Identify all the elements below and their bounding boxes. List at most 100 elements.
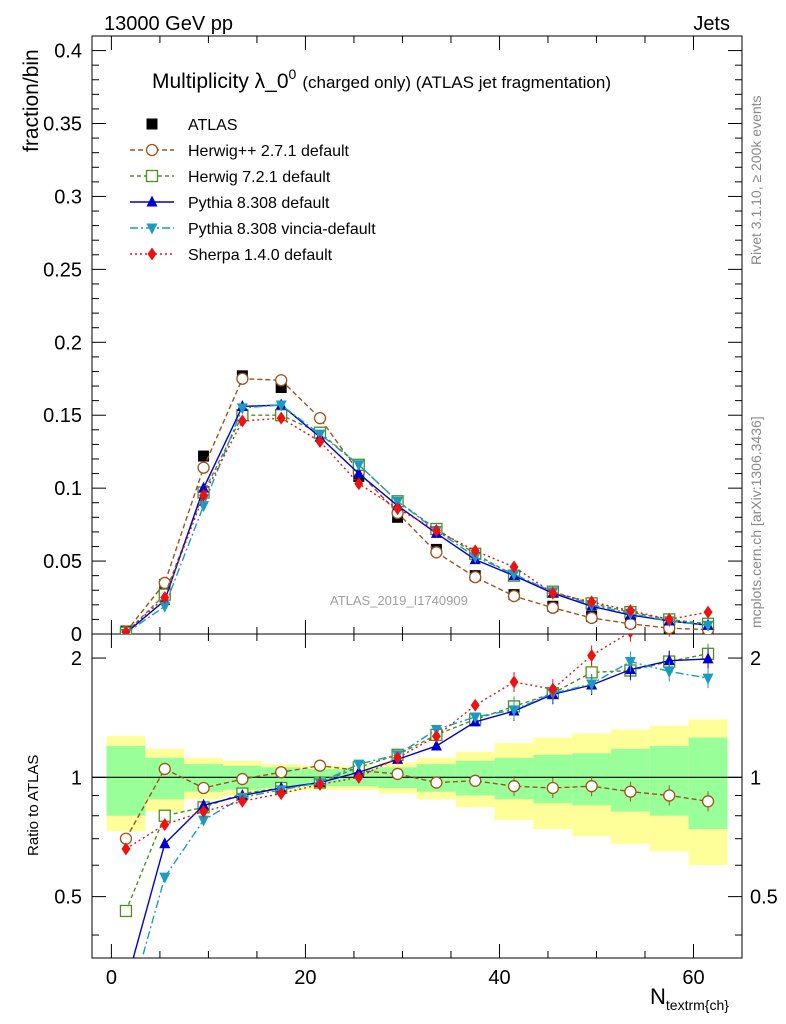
- legend-label: ATLAS: [188, 117, 238, 134]
- ratio-point: [663, 666, 675, 678]
- data-point: [236, 372, 249, 385]
- data-point: [276, 411, 286, 425]
- ratio-point: [624, 785, 637, 798]
- data-point: [664, 612, 674, 626]
- legend-marker: [146, 223, 158, 235]
- ratio-point: [469, 774, 482, 787]
- data-point: [198, 481, 210, 493]
- data-point: [313, 411, 327, 425]
- ratio-point: [702, 673, 714, 685]
- ratio-point: [236, 772, 249, 786]
- legend-item: Herwig++ 2.7.1 default: [130, 143, 350, 160]
- data-point: [507, 589, 521, 603]
- data-point: [509, 560, 519, 574]
- y-tick-label: 0.05: [43, 551, 82, 573]
- ratio-point: [469, 712, 481, 724]
- ratio-point: [430, 776, 443, 789]
- analysis-watermark: ATLAS_2019_I1740909: [330, 593, 468, 608]
- ratio-point: [199, 804, 209, 818]
- ratio-point: [663, 654, 675, 666]
- ratio-point: [587, 648, 597, 662]
- data-point: [354, 477, 364, 491]
- data-point: [237, 414, 247, 428]
- data-point: [197, 461, 210, 474]
- y-tick-label: 0.3: [54, 186, 82, 208]
- ratio-point: [159, 872, 171, 884]
- x-axis-label: Ntextrm{ch}: [650, 984, 729, 1013]
- data-point: [121, 625, 131, 634]
- data-point: [625, 604, 635, 618]
- ratio-line: [125, 764, 709, 840]
- ratio-tick-label-right: 1: [750, 767, 761, 789]
- band-inner: [688, 737, 728, 830]
- data-point-atlas: [275, 382, 287, 394]
- ratio-point: [353, 759, 365, 771]
- data-point: [275, 374, 288, 387]
- series-ratio-4: [121, 634, 670, 856]
- ratio-frame: [91, 633, 743, 959]
- x-tick-label: 0: [106, 967, 117, 989]
- data-point-atlas: [198, 450, 210, 462]
- y-tick-label: 0.1: [54, 478, 82, 500]
- ratio-line: [141, 660, 709, 958]
- ratio-point: [198, 815, 210, 827]
- ratio-point: [276, 787, 286, 801]
- ratio-point: [627, 634, 634, 639]
- ratio-point: [198, 798, 210, 810]
- legend-label: Herwig 7.2.1 default: [188, 169, 331, 186]
- legend-marker: [145, 169, 159, 183]
- y-axis-label: fraction/bin: [20, 49, 43, 152]
- data-point: [198, 501, 210, 513]
- ratio-point: [624, 657, 636, 669]
- chart-title: Multiplicity λ_00 (charged only) (ATLAS j…: [152, 66, 611, 93]
- y-tick-label: 0.2: [54, 332, 82, 354]
- data-point: [236, 403, 248, 415]
- y-tick-label: 0.15: [43, 405, 82, 427]
- y-tick-label: 0.25: [43, 259, 82, 281]
- data-point: [469, 570, 482, 584]
- data-point: [703, 605, 713, 619]
- data-point: [160, 591, 170, 605]
- x-axis-label-main: N: [650, 984, 666, 1009]
- legend-item: Sherpa 1.4.0 default: [130, 247, 333, 264]
- series-line: [125, 414, 709, 634]
- data-point: [353, 460, 365, 472]
- data-point: [508, 569, 520, 581]
- legend-item: Herwig 7.2.1 default: [130, 169, 331, 186]
- data-point: [585, 611, 598, 625]
- chart-title-suffix: (charged only) (ATLAS jet fragmentation): [302, 73, 611, 92]
- ratio-tick-label: 1: [71, 767, 82, 789]
- ratio-point: [431, 729, 441, 743]
- ratio-point: [509, 675, 519, 689]
- y-tick-label: 0: [71, 624, 82, 646]
- ratio-point: [197, 781, 210, 795]
- band-inner: [106, 745, 146, 816]
- legend-label: Pythia 8.308 default: [188, 195, 330, 212]
- ratio-point: [470, 698, 480, 712]
- ratio-point: [546, 781, 559, 795]
- legend-label: Sherpa 1.4.0 default: [188, 247, 333, 264]
- ratio-point: [663, 789, 676, 802]
- data-point: [431, 523, 441, 537]
- ratio-line: [132, 658, 709, 958]
- legend: ATLAS Herwig++ 2.7.1 default Herwig 7.2.1 …: [130, 117, 376, 264]
- ratio-point: [548, 682, 558, 696]
- ratio-y-axis-label: Ratio to ATLAS: [25, 755, 42, 856]
- energy-label: 13000 GeV pp: [104, 13, 233, 35]
- data-point: [315, 434, 325, 448]
- ratio-point: [354, 770, 364, 784]
- ratio-point: [315, 777, 325, 791]
- data-point: [587, 595, 597, 609]
- y-tick-label: 0.35: [43, 114, 82, 136]
- data-point: [353, 467, 365, 479]
- legend-marker: [146, 195, 158, 207]
- data-point: [159, 601, 171, 613]
- data-point: [469, 552, 481, 564]
- x-axis-label-sub: textrm{ch}: [666, 997, 729, 1013]
- data-point: [702, 620, 714, 632]
- x-tick-label: 40: [488, 967, 510, 989]
- ratio-point: [430, 739, 442, 751]
- chart-title-main: Multiplicity λ_0: [152, 70, 289, 93]
- series-main-4: [121, 411, 713, 634]
